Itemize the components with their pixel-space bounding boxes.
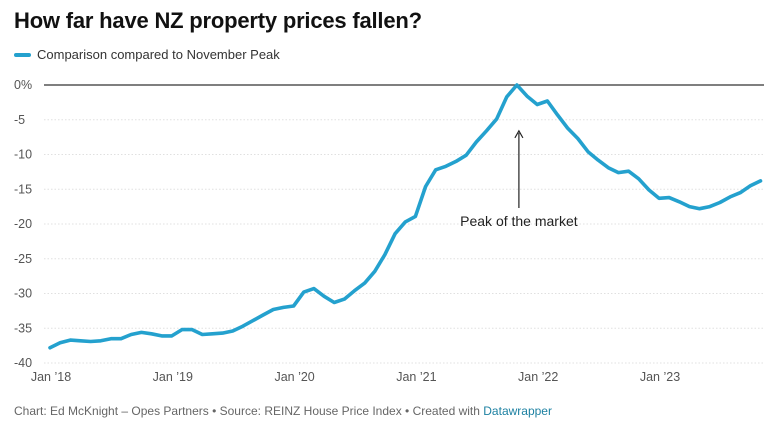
data-point xyxy=(536,103,538,106)
data-point xyxy=(171,335,173,337)
data-point xyxy=(455,160,457,163)
data-point xyxy=(597,159,599,161)
data-point xyxy=(445,165,447,168)
data-point xyxy=(658,197,660,200)
data-point xyxy=(49,346,51,349)
data-point xyxy=(303,291,305,293)
y-tick-label: -35 xyxy=(14,321,32,335)
data-point xyxy=(617,171,620,174)
y-tick-label: -40 xyxy=(14,356,32,370)
data-point xyxy=(353,289,356,292)
data-point xyxy=(404,221,407,223)
data-point xyxy=(709,205,711,208)
x-tick-label: Jan ’23 xyxy=(640,370,680,384)
y-tick-label: -15 xyxy=(14,182,32,196)
data-point xyxy=(191,328,193,331)
data-point xyxy=(323,295,325,298)
data-point xyxy=(637,178,640,180)
data-point xyxy=(587,150,589,153)
data-point xyxy=(648,189,650,191)
data-point xyxy=(313,287,315,290)
data-point xyxy=(120,337,122,340)
data-point xyxy=(150,333,153,335)
data-point xyxy=(495,118,498,120)
y-tick-label: -10 xyxy=(14,148,32,162)
y-tick-label: 0% xyxy=(14,78,32,92)
data-point xyxy=(333,301,336,304)
data-point xyxy=(160,335,163,337)
data-point xyxy=(759,180,762,182)
data-point xyxy=(211,333,214,335)
data-point xyxy=(384,253,386,256)
data-point xyxy=(89,340,92,343)
data-point xyxy=(475,141,478,143)
y-tick-label: -5 xyxy=(14,113,25,127)
data-point xyxy=(506,96,508,98)
footer-credit: Chart: Ed McKnight – Opes Partners • Sou… xyxy=(14,404,484,418)
data-point xyxy=(749,185,752,187)
chart-title: How far have NZ property prices fallen? xyxy=(14,8,422,33)
annotation-arrow-head xyxy=(514,129,524,139)
data-point xyxy=(526,95,528,97)
data-point xyxy=(242,325,244,328)
x-tick-label: Jan ’20 xyxy=(274,370,314,384)
y-tick-label: -30 xyxy=(14,287,32,301)
data-point xyxy=(556,114,559,116)
legend-label: Comparison compared to November Peak xyxy=(37,47,280,62)
data-point xyxy=(627,170,630,172)
legend: Comparison compared to November Peak xyxy=(14,47,280,62)
data-point xyxy=(374,270,376,273)
legend-swatch xyxy=(14,52,31,57)
data-point xyxy=(485,130,488,132)
data-point xyxy=(465,154,468,156)
data-point xyxy=(69,339,72,341)
y-tick-label: -25 xyxy=(14,252,32,266)
x-tick-label: Jan ’19 xyxy=(153,370,193,384)
data-point xyxy=(363,282,366,284)
data-point xyxy=(282,306,285,309)
data-point xyxy=(698,207,701,210)
data-point xyxy=(79,340,82,342)
x-tick-label: Jan ’21 xyxy=(396,370,436,384)
data-point xyxy=(424,185,427,188)
x-tick-label: Jan ’22 xyxy=(518,370,558,384)
data-point xyxy=(729,196,731,198)
data-point xyxy=(110,337,112,340)
series-line xyxy=(48,83,763,350)
data-point xyxy=(739,191,741,194)
data-point xyxy=(181,328,183,331)
data-point xyxy=(566,127,569,129)
data-point xyxy=(719,201,721,204)
data-point xyxy=(414,215,417,218)
data-point xyxy=(343,298,346,300)
data-point xyxy=(231,330,234,332)
annotation-label: Peak of the market xyxy=(460,213,578,229)
x-tick-label: Jan ’18 xyxy=(31,370,71,384)
data-point xyxy=(678,201,681,203)
chart-footer: Chart: Ed McKnight – Opes Partners • Sou… xyxy=(14,404,552,418)
data-point xyxy=(221,332,224,334)
data-point xyxy=(201,333,204,336)
data-point xyxy=(394,232,396,235)
y-tick-label: -20 xyxy=(14,217,32,231)
data-point xyxy=(292,305,295,307)
data-point xyxy=(668,196,670,199)
data-point xyxy=(140,331,143,334)
data-point xyxy=(59,342,61,344)
data-point xyxy=(434,169,437,171)
data-point xyxy=(688,205,691,208)
datawrapper-link[interactable]: Datawrapper xyxy=(483,404,552,418)
data-point xyxy=(607,166,610,169)
data-point xyxy=(272,308,275,311)
data-point xyxy=(100,340,102,342)
data-point xyxy=(262,314,264,316)
data-point xyxy=(546,100,549,102)
data-point xyxy=(516,84,518,86)
data-point xyxy=(577,137,579,140)
data-point xyxy=(252,319,254,322)
data-point xyxy=(130,333,132,336)
